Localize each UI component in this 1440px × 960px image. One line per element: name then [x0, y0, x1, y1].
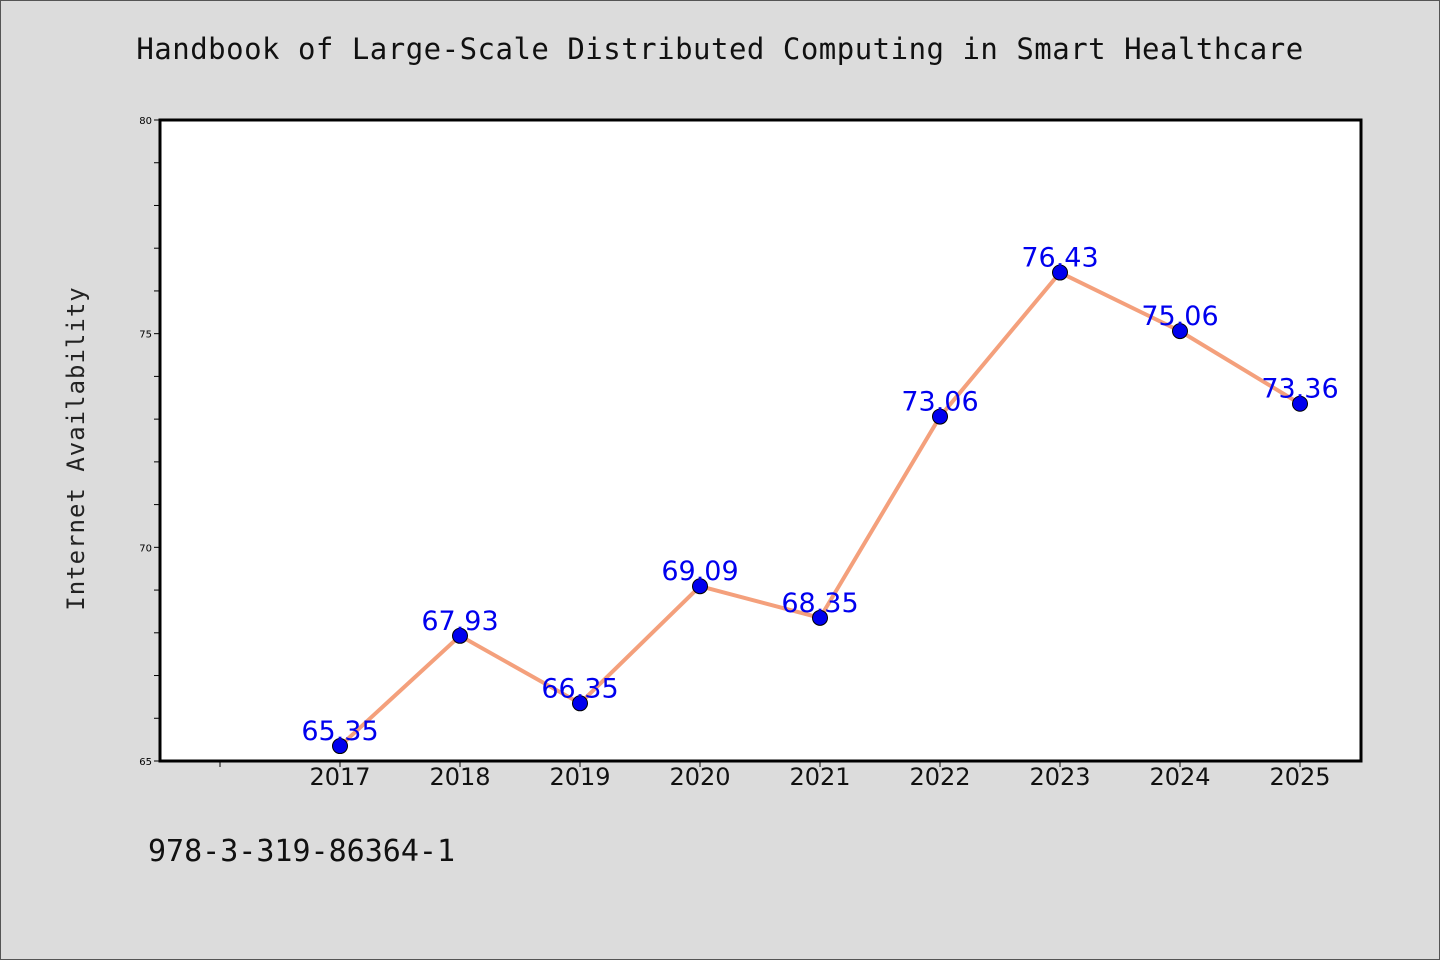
data-label: 73.36	[1261, 374, 1338, 405]
plot-area	[158, 118, 1363, 763]
data-label: 65.35	[301, 716, 378, 747]
data-point	[332, 738, 348, 755]
x-tick-label: 2025	[1269, 763, 1330, 791]
data-point	[1292, 395, 1308, 412]
data-point	[452, 627, 468, 644]
x-tick-label: 2017	[309, 763, 370, 791]
data-point	[572, 695, 588, 712]
data-label: 75.06	[1141, 301, 1218, 332]
y-tick-label: 70	[139, 543, 152, 554]
y-axis-label: Internet Availability	[62, 286, 90, 610]
data-point	[692, 578, 708, 595]
x-tick-label: 2020	[669, 763, 730, 791]
data-label: 66.35	[541, 673, 618, 704]
x-tick-label: 2023	[1029, 763, 1090, 791]
x-tick-label: 2018	[429, 763, 490, 791]
x-tick-label: 2021	[789, 763, 850, 791]
data-point	[1172, 323, 1188, 340]
data-point	[1052, 264, 1068, 281]
data-label: 76.43	[1021, 243, 1098, 274]
data-label: 67.93	[421, 606, 498, 637]
y-tick-label: 65	[139, 757, 152, 768]
x-tick-label: 2022	[909, 763, 970, 791]
data-label: 68.35	[781, 588, 858, 619]
data-point	[932, 408, 948, 425]
x-tick-label: 2024	[1149, 763, 1210, 791]
data-label: 69.09	[661, 556, 738, 587]
y-tick-label: 75	[139, 330, 152, 341]
data-label: 73.06	[901, 387, 978, 418]
x-tick-label: 2019	[549, 763, 610, 791]
data-point	[812, 609, 828, 626]
y-tick-label: 80	[139, 116, 152, 127]
chart-title: Handbook of Large-Scale Distributed Comp…	[136, 32, 1304, 66]
isbn-text: 978-3-319-86364-1	[148, 834, 456, 869]
